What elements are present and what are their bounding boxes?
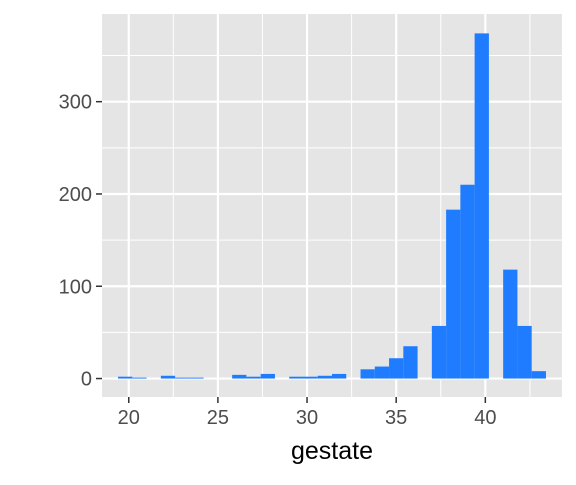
histogram-bar — [446, 209, 461, 379]
histogram-bar — [175, 377, 190, 379]
histogram-bar — [132, 377, 147, 379]
x-tick-label: 35 — [385, 407, 407, 429]
x-tick-label: 20 — [118, 407, 140, 429]
histogram-bar — [503, 269, 518, 379]
histogram-bar — [374, 366, 390, 379]
histogram-bar — [289, 376, 304, 379]
axes: 0 100 200 300 20 25 30 35 40 — [59, 92, 497, 429]
histogram-bar — [460, 184, 475, 379]
histogram-bar — [246, 376, 261, 379]
y-tick-label: 300 — [59, 92, 92, 114]
histogram-bar — [474, 33, 489, 379]
histogram-bar — [517, 325, 532, 379]
plot-panel — [102, 14, 562, 397]
histogram-bar — [189, 377, 204, 379]
y-tick-label: 100 — [59, 276, 92, 298]
x-axis-title: gestate — [291, 437, 373, 465]
histogram-bar — [360, 369, 375, 379]
histogram-bar — [232, 374, 247, 379]
histogram-bar — [260, 373, 275, 379]
y-tick-label: 200 — [59, 184, 92, 206]
y-tick-label: 0 — [81, 369, 92, 391]
histogram-bar — [403, 346, 418, 379]
x-tick-label: 40 — [474, 407, 496, 429]
x-tick-label: 30 — [296, 407, 318, 429]
histogram-bar — [431, 325, 447, 379]
histogram-bar — [160, 375, 176, 379]
histogram-bar — [303, 376, 318, 379]
x-tick-label: 25 — [207, 407, 229, 429]
histogram-bar — [389, 358, 404, 379]
histogram-bar — [531, 371, 546, 379]
histogram-bar — [118, 376, 133, 379]
histogram-bar — [332, 373, 347, 379]
histogram-bar — [317, 375, 332, 379]
bars — [118, 33, 546, 379]
